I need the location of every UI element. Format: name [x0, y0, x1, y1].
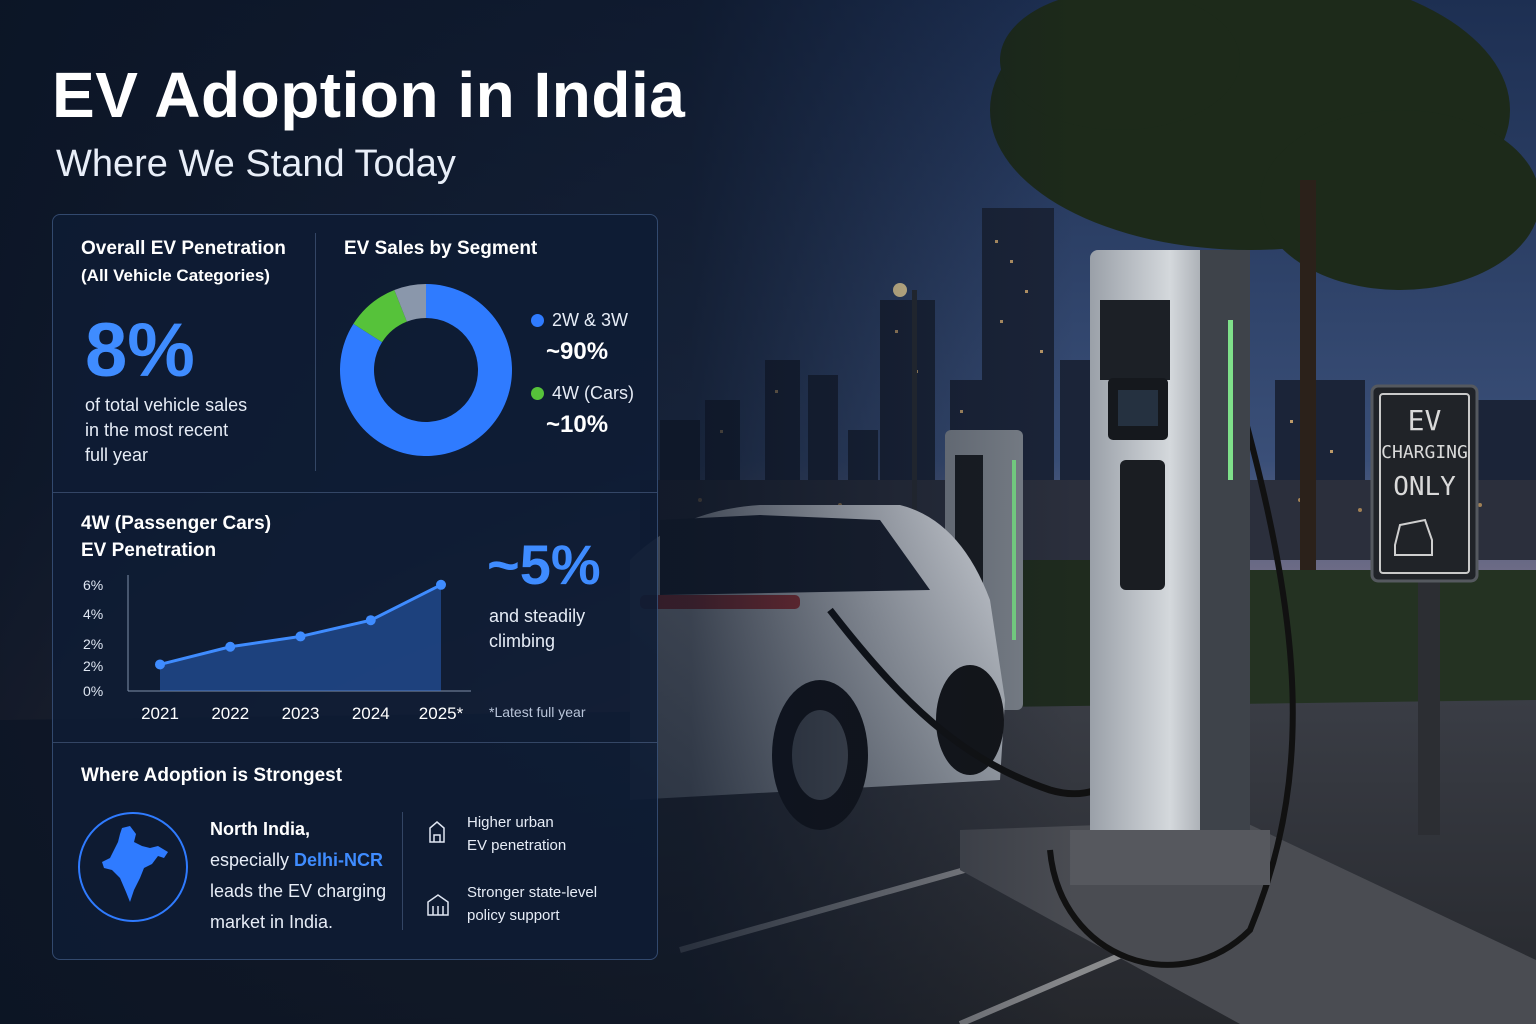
- sign-line-only: ONLY: [1393, 472, 1456, 502]
- cars-callout-value: ~5%: [487, 533, 601, 596]
- section-divider-1: [53, 492, 657, 493]
- sign-line-charging: CHARGING: [1381, 442, 1468, 463]
- government-building-icon: [427, 894, 449, 916]
- page-title: EV Adoption in India: [52, 59, 686, 131]
- y-tick-label: 2%: [83, 658, 103, 674]
- cars-callout-line1: and steadily: [489, 606, 586, 626]
- penetration-desc-line2: in the most recent: [85, 420, 229, 440]
- data-point-2023: [295, 631, 306, 642]
- region-highlight: Delhi-NCR: [294, 850, 384, 870]
- penetration-value: 8%: [85, 308, 195, 393]
- region-line2-prefix: especially: [210, 850, 295, 870]
- penetration-desc-line1: of total vehicle sales: [85, 395, 248, 415]
- y-tick-label: 6%: [83, 577, 103, 593]
- legend-label-2w-3w: 2W & 3W: [552, 310, 629, 330]
- penetration-heading: Overall EV Penetration (All Vehicle Cate…: [81, 235, 286, 289]
- data-point-2021: [155, 659, 165, 670]
- y-tick-label: 2%: [83, 636, 103, 652]
- penetration-desc-line3: full year: [85, 445, 149, 465]
- x-tick-label: 2021: [141, 704, 179, 723]
- x-tick-label: 2025*: [419, 704, 464, 723]
- y-tick-label: 4%: [83, 606, 103, 622]
- india-map-icon: [102, 826, 168, 902]
- penetration-heading-line2: (All Vehicle Categories): [81, 266, 270, 285]
- feature-urban-line2: EV penetration: [467, 837, 567, 854]
- data-point-2025: [436, 579, 446, 590]
- x-tick-label: 2022: [211, 704, 249, 723]
- donut-slice-4w-cars-: [353, 290, 407, 343]
- region-line1: North India,: [210, 819, 310, 839]
- region-line3: leads the EV charging: [210, 881, 387, 901]
- region-line4: market in India.: [210, 912, 334, 932]
- feature-policy-line2: policy support: [467, 907, 560, 924]
- city-icon: [429, 821, 445, 843]
- penetration-heading-line1: Overall EV Penetration: [81, 238, 286, 259]
- segment-donut-chart: [340, 284, 512, 456]
- cars-heading-line2: EV Penetration: [81, 540, 217, 561]
- legend-label-4w-cars: 4W (Cars): [552, 383, 634, 403]
- legend-value-2w-3w: ~90%: [546, 338, 609, 365]
- dashboard-panel: Overall EV Penetration (All Vehicle Cate…: [52, 214, 658, 960]
- region-divider: [402, 812, 403, 930]
- cars-heading: 4W (Passenger Cars) EV Penetration: [81, 510, 271, 564]
- section-divider-vertical: [315, 233, 316, 471]
- legend-dot-2w-3w: [531, 314, 544, 327]
- feature-policy: Stronger state-level policy support: [467, 881, 597, 927]
- cars-penetration-chart: 6% 4% 2% 2% 0% 2021 2022 2023 2024 2025*: [83, 575, 471, 723]
- cars-heading-line1: 4W (Passenger Cars): [81, 513, 272, 534]
- data-point-2022: [225, 641, 236, 652]
- region-description: North India, especially Delhi-NCR leads …: [210, 814, 386, 938]
- feature-urban-line1: Higher urban: [467, 814, 554, 831]
- donut-slice-other: [394, 284, 426, 322]
- y-tick-label: 0%: [83, 683, 103, 699]
- penetration-description: of total vehicle sales in the most recen…: [85, 393, 247, 468]
- x-tick-label: 2023: [282, 704, 320, 723]
- cars-callout-text: and steadily climbing: [489, 604, 585, 654]
- region-heading: Where Adoption is Strongest: [81, 765, 343, 786]
- legend-value-4w-cars: ~10%: [546, 411, 609, 438]
- feature-urban: Higher urban EV penetration: [467, 811, 566, 857]
- page-subtitle: Where We Stand Today: [56, 143, 456, 185]
- x-tick-label: 2024: [352, 704, 390, 723]
- segments-heading: EV Sales by Segment: [344, 238, 538, 259]
- sign-line-ev: EV: [1407, 404, 1442, 437]
- india-map-badge: [78, 812, 188, 922]
- cars-footnote: *Latest full year: [489, 704, 586, 720]
- donut-slice-2w-3w: [340, 284, 512, 456]
- data-point-2024: [365, 615, 376, 626]
- legend-dot-4w-cars: [531, 387, 544, 400]
- section-divider-2: [53, 742, 657, 743]
- feature-policy-line1: Stronger state-level: [467, 884, 598, 901]
- cars-callout-line2: climbing: [489, 631, 556, 651]
